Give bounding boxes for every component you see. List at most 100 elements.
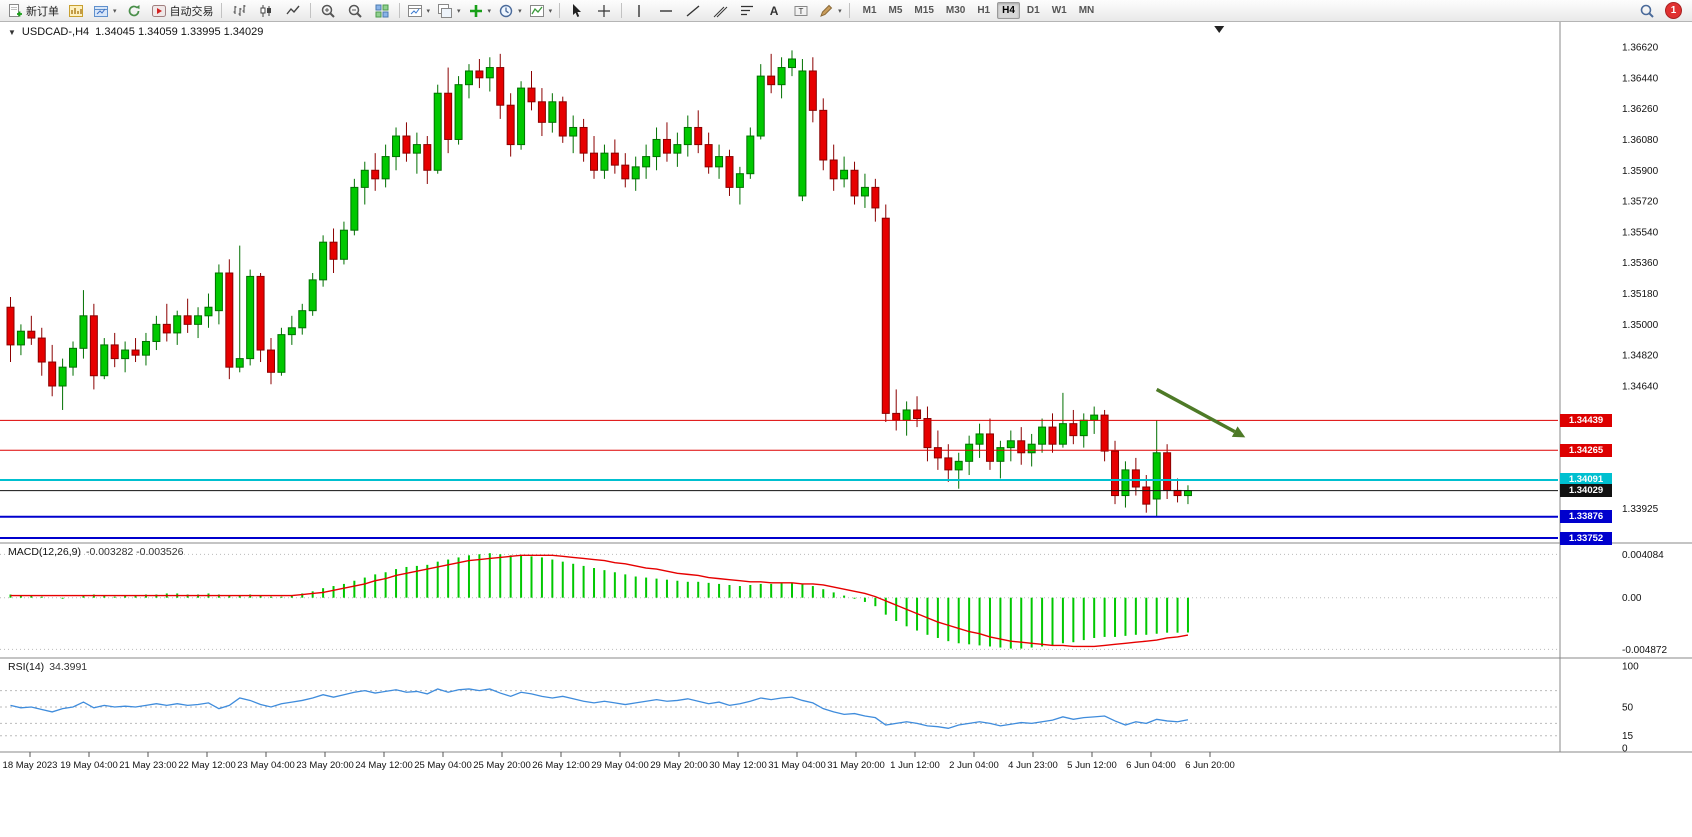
svg-text:T: T xyxy=(799,7,804,16)
toolbar-separator xyxy=(621,3,623,18)
timeframe-group: M1 M5 M15 M30 H1 H4 D1 W1 MN xyxy=(858,2,1100,19)
candlestick-chart-button[interactable] xyxy=(253,1,279,21)
label-button[interactable]: T xyxy=(788,1,814,21)
symbol-timeframe-label: USDCAD-,H4 xyxy=(21,26,90,38)
autotrade-button[interactable]: 自动交易 xyxy=(148,1,217,21)
tf-button-d1[interactable]: D1 xyxy=(1026,5,1040,16)
svg-text:1.35540: 1.35540 xyxy=(1622,227,1659,238)
cursor-button[interactable] xyxy=(564,1,590,21)
svg-text:0: 0 xyxy=(1622,744,1628,755)
zoom-in-icon xyxy=(320,3,336,19)
crosshair-button[interactable] xyxy=(591,1,617,21)
vertical-line-icon xyxy=(631,3,647,19)
toolbar-separator xyxy=(398,3,400,18)
tf-button-m30[interactable]: M30 xyxy=(945,5,966,16)
trendline-button[interactable] xyxy=(680,1,706,21)
horizontal-line-icon xyxy=(658,3,674,19)
add-indicator-icon xyxy=(468,3,484,19)
autotrade-label: 自动交易 xyxy=(169,5,214,18)
vertical-line-button[interactable] xyxy=(626,1,652,21)
svg-text:22 May 12:00: 22 May 12:00 xyxy=(178,760,236,771)
cursor-icon xyxy=(569,3,585,19)
add-indicator-button[interactable]: ▾ xyxy=(465,1,495,21)
new-order-button[interactable]: 新订单 xyxy=(4,1,62,21)
svg-text:1.36080: 1.36080 xyxy=(1622,135,1659,146)
svg-text:1.35180: 1.35180 xyxy=(1622,289,1659,300)
svg-text:21 May 23:00: 21 May 23:00 xyxy=(119,760,177,771)
tf-button-h1[interactable]: H1 xyxy=(977,5,991,16)
search-icon xyxy=(1639,3,1655,19)
toolbar-separator xyxy=(309,3,311,18)
tf-button-m5[interactable]: M5 xyxy=(888,5,903,16)
zoom-in-button[interactable] xyxy=(315,1,341,21)
candlestick-chart-icon xyxy=(258,3,274,19)
chevron-down-icon: ▾ xyxy=(548,7,553,15)
tf-button-mn[interactable]: MN xyxy=(1078,5,1095,16)
new-order-label: 新订单 xyxy=(26,5,59,18)
line-chart-button[interactable] xyxy=(280,1,306,21)
text-button[interactable]: A xyxy=(761,1,787,21)
channel-button[interactable] xyxy=(707,1,733,21)
svg-text:29 May 04:00: 29 May 04:00 xyxy=(591,760,649,771)
svg-text:50: 50 xyxy=(1622,703,1634,714)
tf-button-h4[interactable]: H4 xyxy=(997,2,1020,19)
cascade-windows-button[interactable]: ▾ xyxy=(434,1,464,21)
profiles-icon xyxy=(93,3,109,19)
trend-arrow-annotation[interactable] xyxy=(1155,387,1236,434)
new-order-icon xyxy=(7,3,23,19)
channel-icon xyxy=(712,3,728,19)
period-clock-button[interactable]: ▾ xyxy=(495,1,525,21)
tf-button-w1[interactable]: W1 xyxy=(1051,5,1067,16)
date-axis[interactable] xyxy=(29,752,1211,757)
price-tag-1.34029[interactable]: 1.34029 xyxy=(1560,484,1612,498)
new-chart-button[interactable] xyxy=(63,1,89,21)
refresh-button[interactable] xyxy=(121,1,147,21)
tile-windows-button[interactable] xyxy=(369,1,395,21)
search-button[interactable] xyxy=(1634,1,1660,21)
crosshair-icon xyxy=(596,3,612,19)
pencil-icon xyxy=(818,3,834,19)
price-tag-1.34091[interactable]: 1.34091 xyxy=(1560,473,1612,487)
tf-button-m1[interactable]: M1 xyxy=(862,5,877,16)
svg-text:19 May 04:00: 19 May 04:00 xyxy=(60,760,118,771)
svg-text:30 May 12:00: 30 May 12:00 xyxy=(709,760,767,771)
chart-title: ▼ USDCAD-,H4 1.34045 1.34059 1.33995 1.3… xyxy=(8,26,263,38)
svg-text:25 May 20:00: 25 May 20:00 xyxy=(473,760,531,771)
price-tag-1.34439[interactable]: 1.34439 xyxy=(1560,413,1612,427)
fibonacci-button[interactable] xyxy=(734,1,760,21)
candles-layer[interactable] xyxy=(6,50,1192,517)
chevron-down-icon: ▾ xyxy=(487,7,492,15)
rsi-line xyxy=(10,688,1189,729)
zoom-out-button[interactable] xyxy=(342,1,368,21)
shapes-button[interactable]: ▾ xyxy=(815,1,845,21)
price-tag-1.34265[interactable]: 1.34265 xyxy=(1560,443,1612,457)
svg-text:1.35360: 1.35360 xyxy=(1622,258,1659,269)
svg-text:1.33925: 1.33925 xyxy=(1622,504,1659,515)
horizontal-line-button[interactable] xyxy=(653,1,679,21)
arrange-windows-button[interactable]: ▾ xyxy=(404,1,434,21)
profiles-button[interactable]: ▾ xyxy=(90,1,120,21)
price-tag-1.33876[interactable]: 1.33876 xyxy=(1560,510,1612,524)
chart-canvas[interactable]: 1.36620 1.36440 1.36260 1.36080 1.35900 1.357… xyxy=(0,22,1692,837)
clock-icon xyxy=(498,3,514,19)
svg-text:1.36620: 1.36620 xyxy=(1622,43,1659,54)
tile-windows-icon xyxy=(374,3,390,19)
svg-text:0.00: 0.00 xyxy=(1622,593,1642,604)
bar-chart-button[interactable] xyxy=(226,1,252,21)
trendline-icon xyxy=(685,3,701,19)
svg-text:1.36260: 1.36260 xyxy=(1622,104,1659,115)
chevron-down-icon: ▾ xyxy=(457,7,461,15)
macd-title-text: MACD(12,26,9) xyxy=(8,546,81,558)
collapse-triangle-icon[interactable]: ▼ xyxy=(8,27,16,37)
svg-text:6 Jun 20:00: 6 Jun 20:00 xyxy=(1185,760,1235,771)
chevron-down-icon: ▾ xyxy=(518,7,522,15)
svg-text:-0.004872: -0.004872 xyxy=(1622,645,1667,656)
templates-button[interactable]: ▾ xyxy=(526,1,556,21)
price-tag-1.33752[interactable]: 1.33752 xyxy=(1560,531,1612,545)
tf-button-m15[interactable]: M15 xyxy=(914,5,934,16)
arrange-windows-icon xyxy=(407,3,423,19)
zoom-out-icon xyxy=(347,3,363,19)
svg-text:100: 100 xyxy=(1622,662,1639,673)
shift-marker-icon[interactable] xyxy=(1214,26,1225,33)
notification-badge[interactable]: 1 xyxy=(1665,2,1682,19)
